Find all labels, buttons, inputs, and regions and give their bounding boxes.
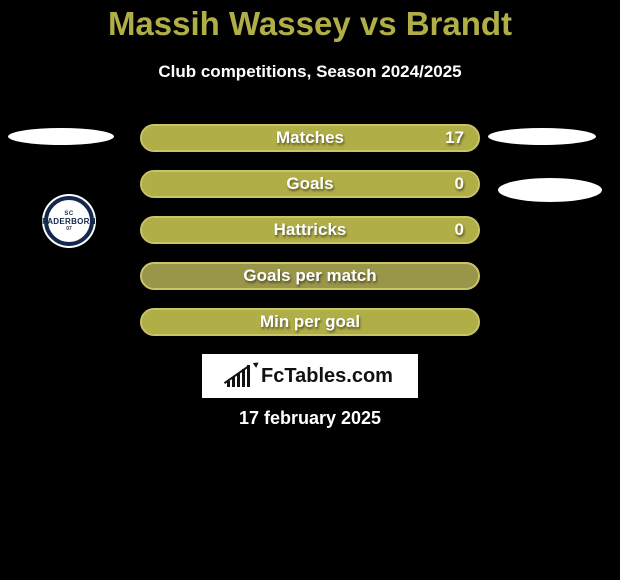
date-text: 17 february 2025 [0, 408, 620, 429]
chart-icon [227, 365, 255, 387]
page-title: Massih Wassey vs Brandt [0, 5, 620, 43]
stat-bar-value: 0 [455, 174, 464, 194]
stat-bar-row: Goals0 [140, 170, 480, 198]
stat-bar-value: 17 [445, 128, 464, 148]
fctables-watermark: FcTables.com [202, 354, 418, 398]
stat-bar-row: Goals per match [140, 262, 480, 290]
badge-text-year: 07 [66, 226, 72, 232]
watermark-oval [488, 128, 596, 145]
comparison-infographic: Massih Wassey vs Brandt Club competitions… [0, 0, 620, 580]
stat-bar-label: Goals [142, 174, 478, 194]
watermark-oval [8, 128, 114, 145]
chart-icon-bar [247, 365, 250, 387]
stat-bar-value: 0 [455, 220, 464, 240]
chart-icon-arrow-head [253, 360, 261, 368]
stat-bar-label: Goals per match [142, 266, 478, 286]
team-badge: SCPADERBORN07 [42, 194, 96, 248]
badge-text-name: PADERBORN [42, 217, 96, 226]
stat-bar-row: Min per goal [140, 308, 480, 336]
stat-bar-label: Matches [142, 128, 478, 148]
stat-bars: Matches17Goals0Hattricks0Goals per match… [140, 124, 480, 336]
watermark-oval [498, 178, 602, 202]
stat-bar-label: Hattricks [142, 220, 478, 240]
stat-bar-row: Matches17 [140, 124, 480, 152]
team-badge-ring: SCPADERBORN07 [44, 196, 94, 246]
stat-bar-row: Hattricks0 [140, 216, 480, 244]
stat-bar-label: Min per goal [142, 312, 478, 332]
watermark-text: FcTables.com [261, 365, 393, 388]
page-subtitle: Club competitions, Season 2024/2025 [0, 62, 620, 82]
